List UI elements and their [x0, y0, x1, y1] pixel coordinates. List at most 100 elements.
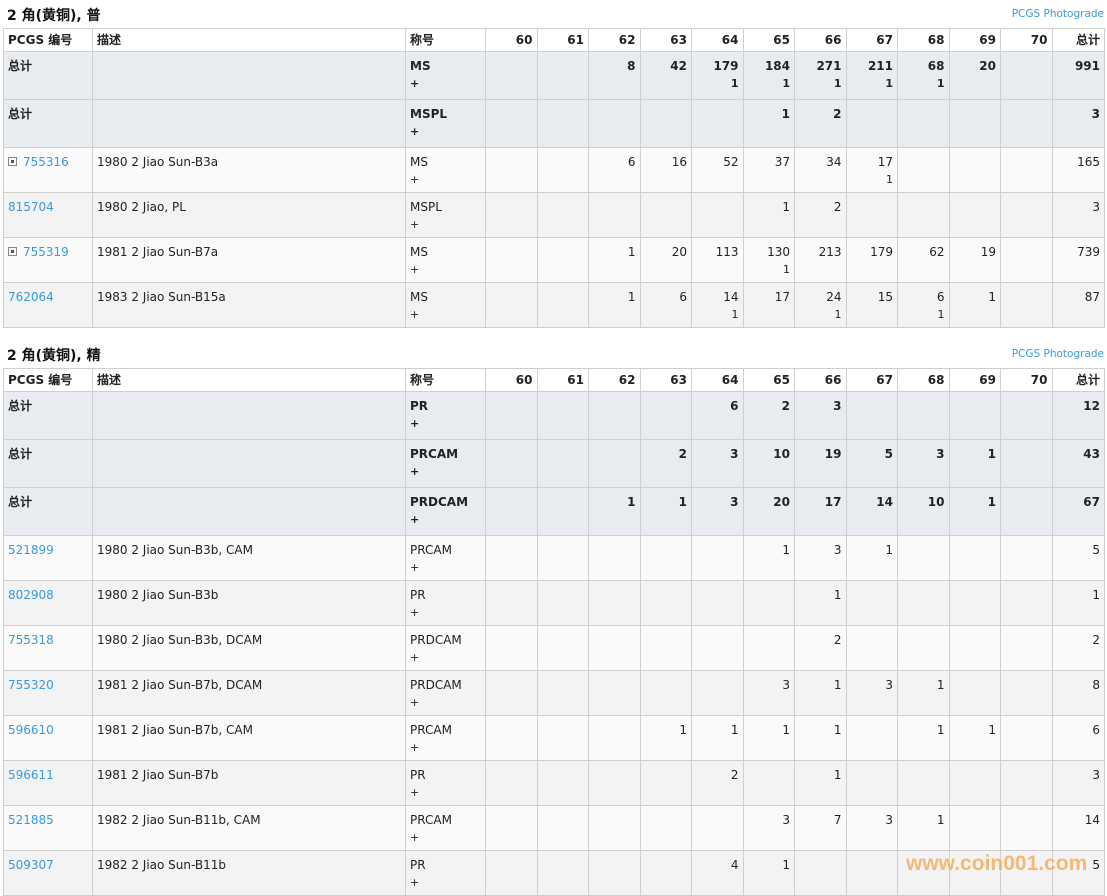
grade-count-cell-69 [948, 580, 1001, 626]
grade-count: 1 [936, 813, 945, 827]
designation-cell: MSPL + [405, 99, 486, 148]
description-cell: 1981 2 Jiao Sun-B7b, CAM [92, 715, 406, 761]
column-header-grade-65: 65 [742, 28, 795, 52]
grade-count-cell-69 [948, 760, 1001, 806]
pcgs-number-link[interactable]: 596611 [8, 768, 54, 782]
population-section-circulation: 2 角(黄铜), 普 PCGS Photograde PCGS 编号 描述 称号 60 61… [3, 0, 1105, 328]
grade-count-cell-62: 8 [588, 51, 641, 100]
grade-count-cell-70 [1000, 805, 1053, 851]
plus-grade-count: 1 [937, 308, 945, 321]
plus-label: + [410, 696, 420, 709]
column-header-grade-63: 63 [639, 28, 692, 52]
column-header-grade-70: 70 [1000, 368, 1053, 392]
grade-count-cell-66: 1 [794, 760, 847, 806]
grade-count: 1 [679, 723, 687, 737]
grade-count-cell-63 [639, 580, 692, 626]
grade-count-cell-67 [845, 625, 898, 671]
grade-count-cell-60 [485, 51, 538, 100]
grade-count-cell-70 [1000, 391, 1053, 440]
plus-label: + [410, 606, 420, 619]
grade-count-cell-62 [588, 715, 641, 761]
grade-count-cell-69: 1 [948, 282, 1001, 328]
pcgs-number-link[interactable]: 509307 [8, 858, 54, 872]
grade-count-cell-60 [485, 535, 538, 581]
plus-label: + [410, 876, 420, 889]
pcgs-number-link[interactable]: 755319 [23, 245, 69, 259]
pcgs-number-link[interactable]: 521899 [8, 543, 54, 557]
grade-count-cell-69 [948, 535, 1001, 581]
grade-count-cell-61 [536, 192, 589, 238]
grade-count-cell-61 [536, 535, 589, 581]
grade-count-cell-66: 213 [794, 237, 847, 283]
grade-count-cell-68: 10 [897, 487, 950, 536]
grade-count: 1 [885, 543, 893, 557]
plus-grade-count: 1 [886, 173, 893, 186]
photograde-link[interactable]: PCGS Photograde [1011, 348, 1104, 360]
grade-count-cell-68 [897, 192, 950, 238]
pcgs-cell: 509307 [3, 850, 93, 896]
designation-cell: MSPL + [405, 192, 486, 238]
table-row: 755318 1980 2 Jiao Sun-B3b, DCAM PRDCAM +2 2 [3, 625, 1105, 671]
pcgs-number-link[interactable]: 815704 [8, 200, 54, 214]
total-label: 总计 [8, 59, 33, 73]
description-cell: 1980 2 Jiao Sun-B3a [92, 147, 406, 193]
pcgs-number-link[interactable]: 762064 [8, 290, 54, 304]
expand-icon[interactable] [8, 157, 17, 166]
grade-count-cell-67 [845, 99, 898, 148]
table-row: 762064 1983 2 Jiao Sun-B15a MS +1 6 14 1 17 24 1 1… [3, 282, 1105, 328]
table-row: 802908 1980 2 Jiao Sun-B3b PR +1 1 [3, 580, 1105, 626]
grade-count-cell-60 [485, 715, 538, 761]
grade-count-cell-67: 211 1 [845, 51, 898, 100]
grade-count-cell-62 [588, 439, 641, 488]
grade-count-cell-62 [588, 192, 641, 238]
grade-count-cell-70 [1000, 192, 1053, 238]
column-header-grade-66: 66 [794, 28, 847, 52]
grade-count-cell-61 [536, 147, 589, 193]
designation-cell: MS + [405, 237, 486, 283]
grade-count-cell-70 [1000, 670, 1053, 716]
designation: PRCAM [410, 543, 452, 557]
pcgs-number-link[interactable]: 755318 [8, 633, 54, 647]
grade-count-cell-70 [1000, 237, 1053, 283]
pcgs-number-link[interactable]: 755316 [23, 155, 69, 169]
grade-count-cell-65: 37 [742, 147, 795, 193]
grade-count-cell-69: 19 [948, 237, 1001, 283]
grade-count-cell-65 [742, 625, 795, 671]
grade-count: 6 [730, 399, 739, 413]
grade-count: 179 [870, 245, 893, 259]
grade-count: 3 [885, 678, 893, 692]
grade-count-cell-67: 5 [845, 439, 898, 488]
grade-count: 3 [833, 399, 842, 413]
designation-cell: PRDCAM + [405, 670, 486, 716]
expand-icon[interactable] [8, 247, 17, 256]
grade-count-cell-67 [845, 850, 898, 896]
table-row: 596611 1981 2 Jiao Sun-B7b PR +2 1 3 [3, 760, 1105, 806]
grade-count-cell-65: 130 1 [742, 237, 795, 283]
pcgs-cell: 521899 [3, 535, 93, 581]
table-row: 755319 1981 2 Jiao Sun-B7a MS +1 20 113 130 1 21… [3, 237, 1105, 283]
grade-count-cell-66: 24 1 [794, 282, 847, 328]
grade-count: 1 [833, 678, 842, 692]
total-cell: 1 [1051, 580, 1105, 626]
pcgs-number-link[interactable]: 755320 [8, 678, 54, 692]
grade-count: 1 [782, 723, 790, 737]
grade-count-cell-63 [639, 805, 692, 851]
summary-row: 总计 PR +6 2 3 12 [3, 391, 1105, 440]
grade-count-cell-65: 1 [742, 535, 795, 581]
pcgs-number-link[interactable]: 596610 [8, 723, 54, 737]
grade-count-cell-69 [948, 850, 1001, 896]
grade-count-cell-66: 34 [794, 147, 847, 193]
grade-count-cell-68: 3 [897, 439, 950, 488]
designation: PR [410, 399, 429, 413]
grade-count-cell-68 [897, 391, 950, 440]
total-label: 总计 [8, 399, 33, 413]
grade-count: 1 [833, 588, 842, 602]
grade-count-cell-65: 1 [742, 715, 795, 761]
photograde-link[interactable]: PCGS Photograde [1011, 8, 1104, 20]
pcgs-number-link[interactable]: 802908 [8, 588, 54, 602]
grade-count: 2 [833, 200, 842, 214]
grade-count-cell-67 [845, 715, 898, 761]
grade-count: 1 [833, 768, 842, 782]
grade-count-cell-70 [1000, 439, 1053, 488]
pcgs-number-link[interactable]: 521885 [8, 813, 54, 827]
